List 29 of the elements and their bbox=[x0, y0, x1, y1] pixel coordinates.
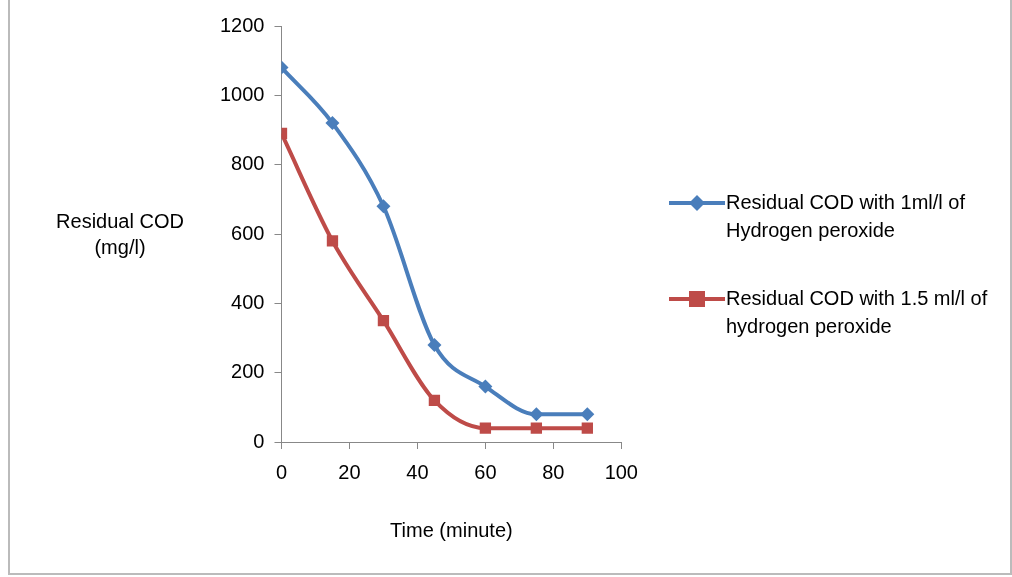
y-tick-label: 600 bbox=[231, 221, 265, 244]
legend-label: Residual COD with 1.5 ml/l of hydrogen peroxide bbox=[726, 286, 988, 339]
point bbox=[427, 337, 442, 352]
x-tick-label: 40 bbox=[406, 460, 429, 483]
point bbox=[580, 407, 595, 422]
y-tick-label: 1000 bbox=[219, 82, 265, 105]
x-tick-label: 100 bbox=[604, 460, 638, 483]
y-tick-label: 0 bbox=[253, 429, 265, 452]
x-tick-label: 60 bbox=[474, 460, 497, 483]
point bbox=[326, 235, 339, 247]
y-tick-label: 800 bbox=[231, 152, 265, 175]
y-axis-title: Residual COD (mg/l) bbox=[55, 209, 185, 260]
legend-label: Residual COD with 1ml/l of Hydrogen peroxide bbox=[726, 190, 966, 243]
x-tick-label: 20 bbox=[338, 460, 361, 483]
x-tick-label: 0 bbox=[275, 460, 288, 483]
x-tick-label: 80 bbox=[542, 460, 565, 483]
x-axis-title: Time (minute) bbox=[390, 518, 513, 541]
point bbox=[376, 199, 391, 214]
point bbox=[530, 422, 543, 434]
y-tick-label: 1200 bbox=[219, 13, 265, 36]
point bbox=[478, 379, 493, 394]
y-tick-label: 200 bbox=[231, 360, 265, 383]
point bbox=[377, 315, 390, 327]
y-tick-label: 400 bbox=[231, 290, 265, 313]
point bbox=[581, 422, 593, 434]
point bbox=[428, 394, 441, 407]
point bbox=[529, 407, 544, 422]
point bbox=[325, 116, 340, 131]
point bbox=[479, 422, 492, 434]
